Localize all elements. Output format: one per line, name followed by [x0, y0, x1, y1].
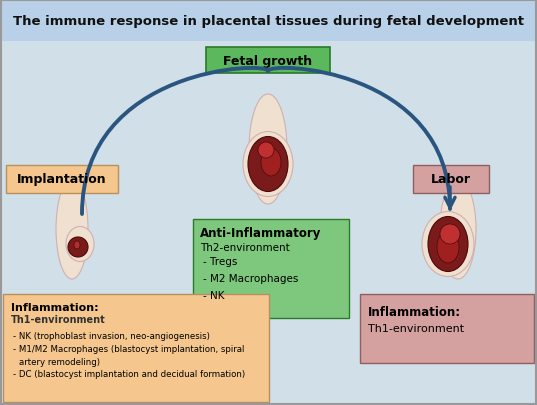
Text: - DC (blastocyst implantation and decidual formation): - DC (blastocyst implantation and decidu…	[13, 369, 245, 378]
Ellipse shape	[437, 231, 459, 263]
Text: Fetal growth: Fetal growth	[223, 54, 313, 67]
FancyBboxPatch shape	[206, 48, 330, 74]
FancyBboxPatch shape	[360, 294, 534, 363]
Text: Inflammation:: Inflammation:	[11, 302, 99, 312]
Text: - NK (trophoblast invasion, neo-angiogenesis): - NK (trophoblast invasion, neo-angiogen…	[13, 331, 210, 340]
Circle shape	[440, 224, 460, 244]
Ellipse shape	[248, 137, 288, 192]
Text: Anti-Inflammatory: Anti-Inflammatory	[200, 227, 321, 240]
Text: artery remodeling): artery remodeling)	[19, 357, 100, 366]
Ellipse shape	[74, 241, 80, 249]
FancyBboxPatch shape	[6, 166, 118, 194]
Text: Th2-environment: Th2-environment	[200, 243, 290, 252]
Text: Labor: Labor	[431, 173, 471, 186]
Circle shape	[68, 237, 88, 257]
Text: Th1-environment: Th1-environment	[11, 314, 106, 324]
Ellipse shape	[243, 132, 293, 197]
Text: The immune response in placental tissues during fetal development: The immune response in placental tissues…	[13, 15, 524, 28]
Text: Inflammation:: Inflammation:	[368, 306, 461, 319]
Text: - M2 Macrophages: - M2 Macrophages	[203, 273, 299, 283]
FancyBboxPatch shape	[193, 220, 349, 318]
FancyBboxPatch shape	[0, 0, 537, 42]
Text: Th1-environment: Th1-environment	[368, 323, 464, 333]
FancyBboxPatch shape	[3, 294, 269, 402]
Text: Implantation: Implantation	[17, 173, 107, 186]
Ellipse shape	[428, 217, 468, 272]
Ellipse shape	[56, 179, 88, 279]
Ellipse shape	[249, 95, 287, 205]
Ellipse shape	[261, 149, 281, 177]
Text: - M1/M2 Macrophages (blastocyst implantation, spiral: - M1/M2 Macrophages (blastocyst implanta…	[13, 344, 244, 353]
FancyBboxPatch shape	[413, 166, 489, 194]
Ellipse shape	[66, 227, 94, 262]
Circle shape	[258, 143, 274, 159]
Ellipse shape	[440, 179, 476, 279]
Ellipse shape	[422, 212, 474, 277]
Text: - Tregs: - Tregs	[203, 256, 237, 266]
Text: - NK: - NK	[203, 290, 224, 300]
